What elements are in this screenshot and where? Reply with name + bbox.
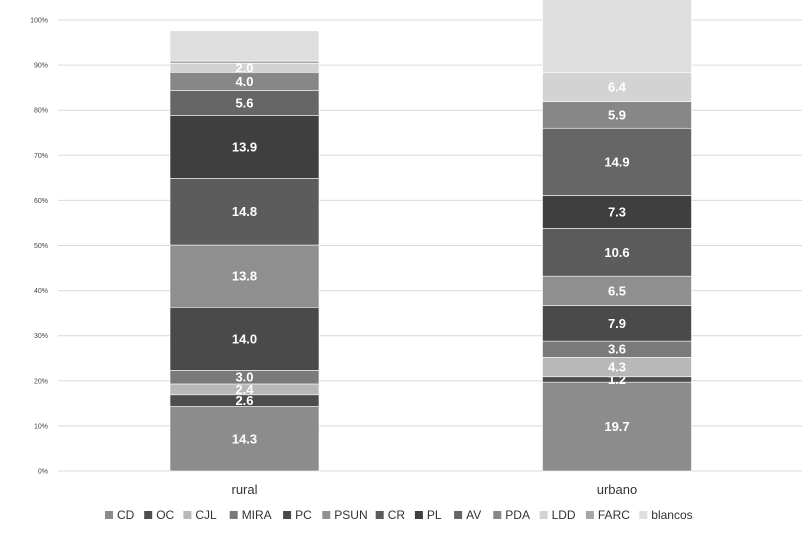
legend-swatch: [585, 511, 594, 519]
data-label: 5.9: [608, 107, 626, 122]
data-label: 4.3: [608, 360, 626, 375]
legend-label: CR: [388, 508, 406, 522]
y-tick-label: 100%: [30, 18, 48, 25]
bar-segment-pl-rural: [169, 115, 320, 179]
legend-item-cr: CR: [375, 508, 406, 522]
y-tick-label: 50%: [34, 243, 48, 250]
y-tick-label: 30%: [34, 333, 48, 340]
legend-swatch: [283, 511, 292, 519]
bar-urbano: 19.71.24.33.67.96.510.67.314.95.96.4: [542, 0, 692, 472]
y-tick-label: 20%: [34, 378, 48, 385]
bar-segment-psun-urbano: [542, 275, 692, 306]
legend: CD OC CJL MIRA PC PSUN CR PL AV PDA LDD FARC blancos: [105, 508, 693, 522]
legend-swatch: [322, 511, 331, 519]
bar-segment-cd-urbano: [542, 381, 692, 472]
legend-label: CJL: [195, 508, 217, 522]
data-label: 14.8: [232, 204, 257, 219]
data-label: 14.9: [604, 154, 629, 169]
legend-swatch: [639, 511, 648, 519]
legend-swatch: [414, 511, 423, 519]
legend-label: PSUN: [334, 508, 367, 522]
bar-segment-ldd-urbano: [542, 72, 692, 102]
bar-segment-blancos-urbano: [542, 0, 692, 74]
legend-swatch: [144, 511, 153, 519]
data-label: 2.6: [235, 393, 253, 408]
data-label: 7.3: [608, 204, 626, 219]
legend-label: PL: [427, 508, 442, 522]
legend-label: PC: [295, 508, 312, 522]
data-label: 10.6: [604, 245, 629, 260]
x-axis-categories: rural urbano: [231, 482, 637, 497]
legend-item-cjl: CJL: [183, 508, 217, 522]
legend-item-pl: PL: [414, 508, 442, 522]
data-label: 2.0: [235, 60, 253, 75]
legend-label: CD: [117, 508, 135, 522]
bar-segment-blancos-rural: [169, 30, 320, 62]
bar-segment-av-rural: [169, 90, 320, 116]
legend-label: blancos: [651, 508, 692, 522]
legend-label: LDD: [552, 508, 576, 522]
data-label: 3.0: [235, 370, 253, 385]
y-tick-label: 10%: [34, 423, 48, 430]
legend-item-oc: OC: [144, 508, 175, 522]
legend-swatch: [375, 511, 384, 519]
y-tick-label: 0%: [38, 469, 48, 476]
legend-swatch: [183, 511, 192, 519]
legend-label: FARC: [598, 508, 630, 522]
legend-item-cd: CD: [105, 508, 135, 522]
data-label: 6.4: [608, 80, 627, 95]
legend-item-farc: FARC: [585, 508, 630, 522]
legend-label: MIRA: [242, 508, 272, 522]
bar-segment-cd-rural: [169, 406, 320, 472]
y-tick-label: 40%: [34, 288, 48, 295]
legend-item-av: AV: [454, 508, 481, 522]
data-label: 14.0: [232, 331, 257, 346]
data-label: 13.9: [232, 139, 257, 154]
legend-item-pc: PC: [283, 508, 312, 522]
x-category-label: rural: [231, 482, 257, 497]
legend-item-ldd: LDD: [539, 508, 576, 522]
legend-item-psun: PSUN: [322, 508, 368, 522]
x-category-label: urbano: [597, 482, 637, 497]
y-tick-label: 90%: [34, 63, 48, 70]
y-axis-ticks: 0% 10% 20% 30% 40% 50% 60% 70% 80% 90% 100%: [30, 18, 48, 476]
data-label: 13.8: [232, 269, 257, 284]
legend-label: AV: [466, 508, 481, 522]
legend-item-blancos: blancos: [639, 508, 693, 522]
bar-segment-farc-rural: [169, 60, 320, 64]
y-tick-label: 80%: [34, 108, 48, 115]
bar-segment-cr-urbano: [542, 228, 692, 277]
bar-segment-av-urbano: [542, 127, 692, 196]
data-label: 6.5: [608, 283, 626, 298]
data-label: 5.6: [235, 95, 253, 110]
legend-label: PDA: [505, 508, 530, 522]
legend-label: OC: [156, 508, 174, 522]
bar-segment-pc-urbano: [542, 305, 692, 342]
y-tick-label: 70%: [34, 153, 48, 160]
data-label: 2.4: [235, 382, 254, 397]
bar-segment-pda-urbano: [542, 101, 692, 129]
bar-rural: 14.3 2.62.43.0 14.0 13.8 14.8 13.9 5.6 4.02.0: [169, 30, 320, 472]
data-label: 7.9: [608, 316, 626, 331]
bar-segment-cr-rural: [169, 178, 320, 246]
legend-swatch: [105, 511, 113, 519]
legend-swatch: [229, 511, 238, 519]
y-tick-label: 60%: [34, 198, 48, 205]
legend-swatch: [493, 511, 502, 519]
bar-segment-psun-rural: [169, 244, 320, 308]
data-label: 3.6: [608, 342, 626, 357]
bars: 14.3 2.62.43.0 14.0 13.8 14.8 13.9 5.6 4.02.0 19…: [169, 0, 692, 472]
data-label: 14.3: [232, 431, 257, 446]
legend-swatch: [539, 511, 548, 519]
data-label: 19.7: [604, 419, 629, 434]
legend-swatch: [454, 511, 463, 519]
legend-item-pda: PDA: [493, 508, 530, 522]
legend-item-mira: MIRA: [229, 508, 272, 522]
data-label: 4.0: [235, 74, 253, 89]
